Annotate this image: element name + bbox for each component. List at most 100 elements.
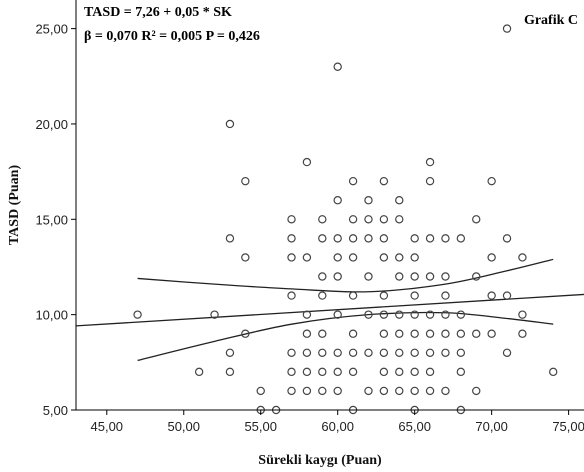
- ci-upper-line: [137, 258, 554, 293]
- data-point: [302, 253, 312, 262]
- data-point: [410, 234, 419, 243]
- data-point: [410, 291, 419, 300]
- data-point: [348, 329, 358, 338]
- data-point: [425, 234, 435, 243]
- data-point: [364, 310, 373, 319]
- data-point: [302, 329, 312, 338]
- data-point: [410, 329, 419, 338]
- data-point: [518, 310, 527, 319]
- data-point: [348, 291, 358, 300]
- data-point: [287, 234, 296, 243]
- data-point: [364, 348, 373, 357]
- data-point: [456, 234, 466, 243]
- data-point: [302, 348, 312, 357]
- y-tick-label: 10,00: [35, 308, 68, 323]
- stats-annotation: β = 0,070 R² = 0,005 P = 0,426: [84, 29, 260, 44]
- data-point: [518, 329, 527, 338]
- x-tick-label: 45,00: [91, 419, 124, 434]
- data-point: [348, 215, 358, 224]
- data-point: [425, 386, 435, 396]
- data-point: [364, 386, 373, 396]
- y-tick-label: 15,00: [35, 212, 68, 227]
- data-point: [287, 386, 296, 396]
- ci-lower-line: [137, 311, 554, 362]
- data-point: [133, 310, 142, 319]
- data-point: [333, 196, 342, 205]
- data-point: [318, 348, 327, 357]
- y-tick-label: 20,00: [35, 117, 68, 132]
- data-point: [487, 176, 496, 186]
- data-point: [410, 272, 419, 281]
- data-point: [379, 291, 389, 300]
- data-point: [441, 234, 450, 243]
- x-tick-label: 50,00: [167, 419, 200, 434]
- data-point: [348, 348, 358, 357]
- data-point: [287, 215, 296, 224]
- data-point: [379, 329, 389, 338]
- data-point: [379, 234, 389, 243]
- data-point: [348, 367, 358, 377]
- x-tick-label: 55,00: [244, 419, 277, 434]
- regression-fit: [75, 293, 584, 327]
- data-point: [395, 196, 404, 205]
- data-point: [395, 215, 404, 224]
- data-point: [318, 215, 327, 224]
- data-point: [318, 272, 327, 281]
- data-point: [364, 215, 373, 224]
- data-point: [441, 310, 450, 319]
- data-point: [287, 367, 296, 377]
- data-point: [318, 291, 327, 300]
- data-point: [333, 348, 342, 357]
- data-point: [333, 62, 342, 71]
- data-point: [241, 176, 250, 186]
- data-point: [456, 348, 466, 357]
- data-point: [379, 215, 389, 224]
- data-point: [379, 367, 389, 377]
- data-point: [241, 253, 250, 262]
- data-point: [225, 367, 235, 377]
- x-tick-label: 65,00: [398, 419, 431, 434]
- data-point: [395, 386, 404, 396]
- data-point: [395, 348, 404, 357]
- data-point: [395, 367, 404, 377]
- data-point: [441, 329, 450, 338]
- data-point: [502, 24, 512, 33]
- data-point: [456, 310, 466, 319]
- data-points: [133, 24, 558, 415]
- y-axis-ticks: 5,00 10,00 15,00 20,00 25,00: [35, 22, 76, 418]
- x-axis-ticks: 45,00 50,00 55,00 60,00 65,00 70,00 75,00: [91, 410, 584, 434]
- data-point: [287, 291, 296, 300]
- data-point: [410, 253, 419, 262]
- data-point: [472, 215, 481, 224]
- data-point: [333, 234, 342, 243]
- data-point: [348, 253, 358, 262]
- data-point: [194, 367, 204, 377]
- data-point: [395, 253, 404, 262]
- data-point: [425, 348, 435, 357]
- y-tick-label: 5,00: [43, 403, 68, 418]
- data-point: [456, 367, 466, 377]
- data-point: [225, 119, 235, 129]
- data-point: [287, 348, 296, 357]
- x-axis-title: Sürekli kaygı (Puan): [258, 453, 382, 468]
- confidence-band: [137, 258, 554, 362]
- y-axis-title: TASD (Puan): [7, 165, 22, 246]
- data-point: [395, 329, 404, 338]
- data-point: [333, 310, 342, 319]
- data-point: [318, 329, 327, 338]
- data-point: [364, 196, 373, 205]
- data-point: [302, 367, 312, 377]
- data-point: [225, 234, 235, 243]
- data-point: [441, 386, 450, 396]
- data-point: [441, 291, 450, 300]
- data-point: [395, 272, 404, 281]
- data-point: [425, 176, 435, 186]
- data-point: [302, 386, 312, 396]
- data-point: [502, 234, 512, 243]
- data-point: [456, 329, 466, 338]
- data-point: [425, 329, 435, 338]
- data-point: [302, 310, 312, 319]
- x-tick-label: 70,00: [475, 419, 508, 434]
- data-point: [379, 348, 389, 357]
